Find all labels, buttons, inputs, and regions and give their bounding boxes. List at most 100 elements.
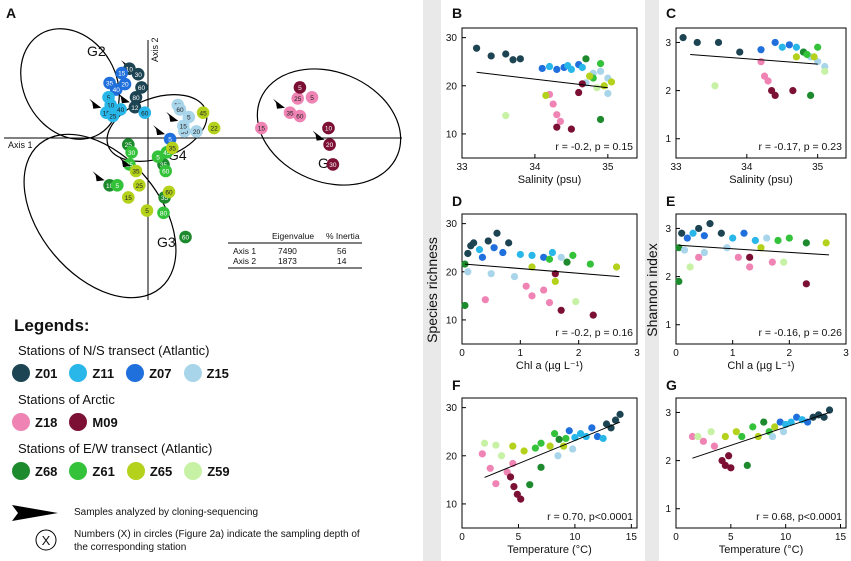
pca-point-depth: 20 (326, 142, 334, 149)
pca-point: 40 (114, 103, 127, 116)
y-tick-label: 1 (665, 134, 671, 145)
legend-swatch-z68: Z68 (12, 462, 57, 480)
pca-point-marker (190, 125, 203, 138)
data-point-m09 (589, 311, 597, 319)
pca-point-depth: 5 (145, 208, 149, 215)
data-point-m09 (506, 473, 515, 481)
data-point-z15 (763, 234, 771, 242)
data-point-z11 (751, 236, 759, 245)
data-point-z01 (678, 229, 686, 237)
data-point-m09 (567, 125, 575, 133)
data-point-z68 (743, 461, 751, 470)
legend-label: M09 (92, 414, 118, 430)
data-point-z15 (554, 452, 562, 460)
data-point-z68 (582, 55, 590, 63)
data-point-z07 (771, 38, 779, 47)
data-point-z65 (509, 442, 517, 450)
stat-annotation: r = 0.68, p<0.0001 (756, 511, 842, 523)
data-point-z07 (793, 413, 801, 421)
data-point-z11 (475, 246, 484, 254)
pca-point: 22 (207, 121, 221, 135)
pca-point-depth: 60 (141, 110, 149, 117)
pca-point-depth: 20 (193, 129, 201, 136)
data-point-z18 (478, 450, 486, 458)
eigenvalue-table: Eigenvalue % Inertia Axis 1 7490 56 Axis… (228, 231, 362, 269)
pca-point-depth: 15 (180, 124, 188, 131)
data-point-z07 (757, 46, 765, 54)
arrow-legend-note: Samples analyzed by cloning-sequencing (74, 507, 259, 518)
panel-letter-c: C (666, 5, 676, 21)
data-point-z65 (546, 442, 554, 450)
group-g3-ellipse (23, 133, 177, 299)
pca-point-depth: 80 (132, 95, 140, 102)
plot-frame (461, 213, 638, 345)
data-point-z07 (553, 65, 561, 74)
pca-point-depth: 60 (296, 114, 304, 121)
pca-point-marker (326, 158, 340, 171)
data-point-z07 (776, 418, 784, 426)
legend-swatch-z61: Z61 (69, 462, 115, 480)
y-tick-label: 2 (665, 272, 671, 283)
data-point-z65 (586, 72, 594, 80)
pca-point-depth: 35 (132, 169, 140, 176)
pca-point-marker (255, 121, 268, 135)
group-g2-label: G2 (87, 43, 106, 59)
legend-group-title: Stations of N/S transect (Atlantic) (18, 343, 210, 358)
data-point-z61 (537, 439, 545, 447)
legend-swatch-z18: Z18 (12, 413, 57, 431)
x-tick-label: 10 (569, 532, 581, 543)
x-tick-label: 2 (787, 348, 793, 359)
data-point-m09 (553, 123, 561, 131)
pca-point-depth: 5 (187, 115, 191, 122)
pca-point-marker (162, 185, 176, 199)
data-point-z61 (531, 444, 539, 452)
y-tick-label: 20 (446, 81, 458, 92)
data-point-z15 (680, 246, 689, 254)
data-point-z11 (528, 251, 536, 260)
data-point-z07 (785, 41, 793, 49)
x-tick-label: 33 (670, 162, 682, 173)
data-point-z07 (740, 229, 748, 237)
scatter-panel-c: 33 34 35 1 2 3 Salinity (psu) r = -0.17, p = 0.… (665, 27, 847, 186)
data-point-z01 (502, 50, 510, 58)
table-cell: 14 (337, 256, 347, 266)
data-point-z11 (516, 250, 524, 259)
data-point-z18 (528, 292, 536, 300)
data-point-z18 (746, 263, 754, 271)
y-label-shannon: Shannon index (644, 243, 660, 336)
data-point-z11 (599, 434, 607, 443)
legend-row-ew: Z68 Z61 Z65 Z59 (12, 460, 242, 482)
data-point-z01 (472, 44, 481, 52)
data-point-z18 (492, 480, 500, 488)
table-cell: Axis 1 (233, 246, 256, 256)
data-point-z15 (557, 253, 565, 261)
data-point-z01 (717, 229, 725, 237)
data-point-z15 (569, 445, 577, 453)
data-point-z01 (611, 416, 620, 424)
legend-label: Z11 (92, 365, 115, 381)
data-point-z07 (490, 244, 498, 252)
y-label-band-left (423, 0, 441, 561)
legend-label: Z65 (149, 463, 173, 479)
pca-point-marker (322, 121, 335, 135)
legend-swatch-z11: Z11 (69, 364, 114, 382)
pca-point-depth: 60 (182, 235, 190, 242)
data-point-z01 (487, 52, 495, 60)
pca-point-depth: 30 (135, 72, 143, 79)
data-point-z61 (596, 60, 605, 68)
cloning-arrow-marker (117, 93, 130, 104)
data-point-m09 (771, 91, 779, 100)
data-point-z59 (502, 112, 510, 120)
pca-point-depth: 15 (103, 110, 111, 117)
y-tick-label: 30 (446, 33, 458, 44)
data-point-m09 (557, 306, 565, 314)
legend-row-ns: Z01 Z11 Z07 Z15 (12, 362, 241, 384)
data-point-z65 (810, 53, 818, 61)
pca-point: 20 (190, 125, 203, 138)
data-point-z18 (695, 253, 703, 261)
scatter-panel-e: 0 1 2 3 1 2 3 Chl a (µg L⁻¹) r = -0.16, p = 0.26 (665, 213, 849, 372)
pca-point-depth: 45 (163, 150, 171, 157)
data-point-z11 (792, 43, 801, 51)
panel-letter-e: E (666, 193, 675, 209)
y-tick-label: 1 (665, 320, 671, 331)
